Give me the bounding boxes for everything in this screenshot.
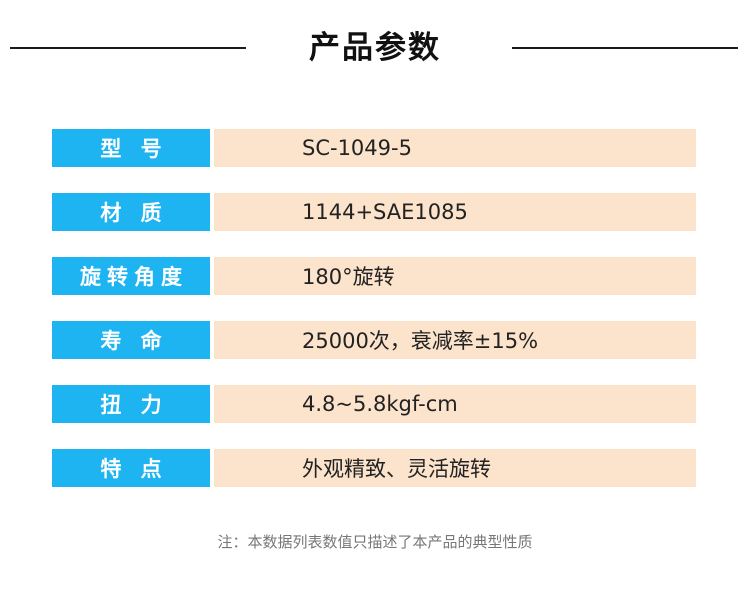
param-value: 180°旋转 (214, 257, 696, 295)
title-section: 产品参数 (0, 22, 750, 72)
param-label: 扭 力 (52, 385, 210, 423)
params-table: 型 号 SC-1049-5 材 质 1144+SAE1085 旋转角度 180°… (52, 129, 696, 513)
param-label: 旋转角度 (52, 257, 210, 295)
footnote: 注：本数据列表数值只描述了本产品的典型性质 (217, 533, 533, 551)
param-value: 外观精致、灵活旋转 (214, 449, 696, 487)
page-title: 产品参数 (309, 30, 441, 66)
param-row-torque: 扭 力 4.8~5.8kgf-cm (52, 385, 696, 423)
title-divider-right (512, 47, 738, 49)
param-row-features: 特 点 外观精致、灵活旋转 (52, 449, 696, 487)
title-divider-left (10, 47, 246, 49)
param-row-lifespan: 寿 命 25000次，衰减率±15% (52, 321, 696, 359)
param-value: 4.8~5.8kgf-cm (214, 385, 696, 423)
param-label: 特 点 (52, 449, 210, 487)
param-row-rotation: 旋转角度 180°旋转 (52, 257, 696, 295)
param-value: SC-1049-5 (214, 129, 696, 167)
param-row-material: 材 质 1144+SAE1085 (52, 193, 696, 231)
param-row-model: 型 号 SC-1049-5 (52, 129, 696, 167)
param-value: 1144+SAE1085 (214, 193, 696, 231)
param-label: 材 质 (52, 193, 210, 231)
param-label: 型 号 (52, 129, 210, 167)
param-value: 25000次，衰减率±15% (214, 321, 696, 359)
param-label: 寿 命 (52, 321, 210, 359)
